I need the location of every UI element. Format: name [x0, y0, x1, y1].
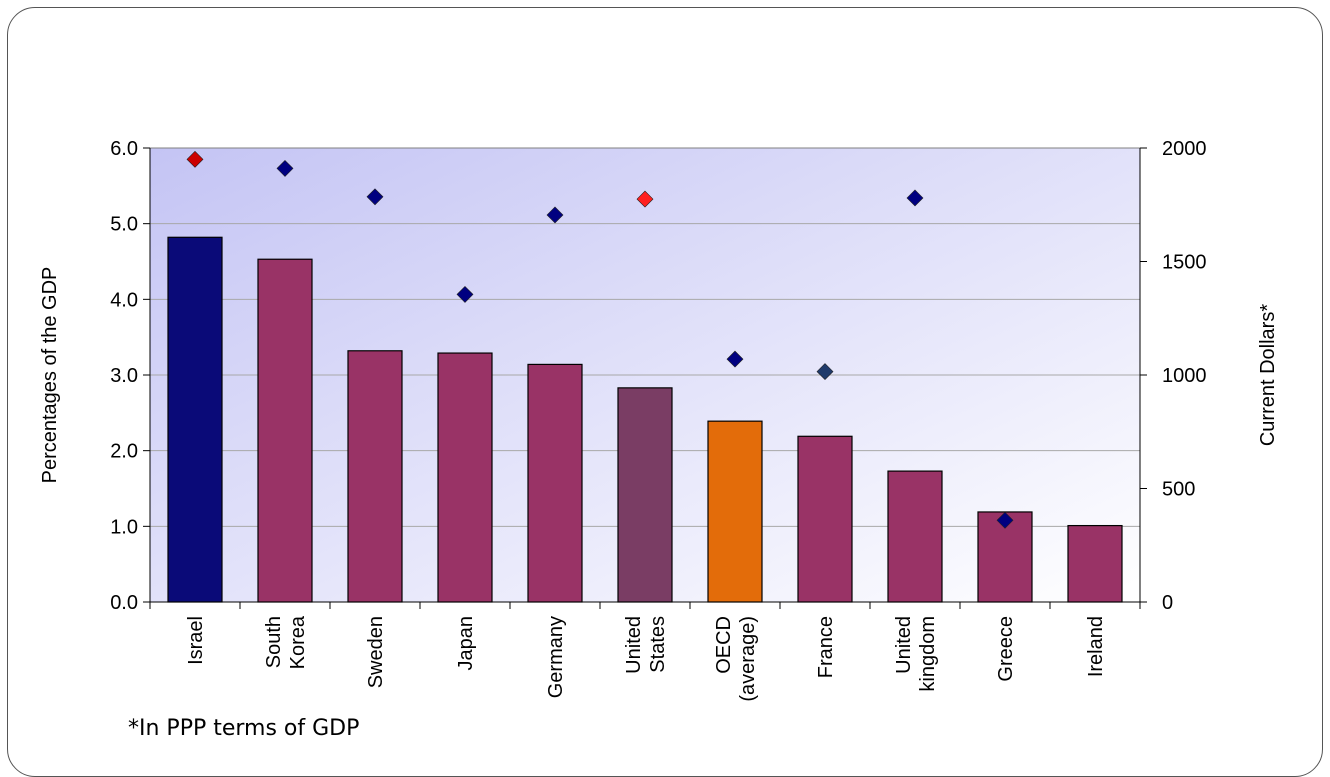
footnote: *In PPP terms of GDP — [128, 716, 360, 741]
category-label: Korea — [287, 615, 309, 669]
marker — [276, 160, 294, 177]
category-label: Greece — [995, 616, 1017, 682]
category-label: Japan — [455, 616, 477, 671]
category-label: United — [623, 616, 645, 674]
left-tick-label: 2.0 — [110, 441, 138, 463]
right-tick-label: 2000 — [1162, 138, 1207, 160]
marker — [636, 190, 654, 208]
right-tick-label: 1500 — [1162, 252, 1207, 274]
marker — [186, 150, 204, 168]
bar — [1067, 524, 1123, 603]
category-label: United — [893, 616, 915, 674]
left-tick-label: 1.0 — [110, 516, 138, 538]
bar — [617, 387, 673, 603]
bar — [527, 363, 583, 603]
left-tick-label: 4.0 — [110, 289, 138, 311]
left-tick-label: 0.0 — [110, 592, 138, 614]
bar — [167, 236, 223, 603]
category-label: South — [263, 616, 285, 668]
bar — [887, 470, 943, 603]
bar — [347, 350, 403, 603]
category-label: (average) — [737, 616, 759, 702]
right-tick-label: 1000 — [1162, 365, 1207, 387]
category-label: Germany — [545, 616, 567, 698]
y2-axis-title: Current Dollars* — [1257, 304, 1279, 446]
marker — [366, 188, 384, 206]
bar — [707, 420, 763, 603]
marker — [996, 511, 1014, 529]
category-label: OECD — [713, 616, 735, 674]
y-axis-title: Percentages of the GDP — [39, 267, 61, 484]
category-label: Sweden — [365, 616, 387, 688]
markers — [186, 150, 1014, 529]
axes — [143, 147, 1147, 609]
category-label: Israel — [185, 616, 207, 665]
bar — [257, 258, 313, 603]
tick-labels: 0.0 1.0 2.0 3.0 4.0 5.0 6.0 0 500 1000 1500 2000 Isr… — [39, 138, 1279, 702]
bar — [797, 435, 853, 603]
category-label: States — [647, 616, 669, 673]
marker — [546, 206, 564, 224]
marker — [726, 350, 744, 368]
left-tick-label: 6.0 — [110, 138, 138, 160]
marker — [906, 189, 924, 207]
right-tick-label: 0 — [1162, 592, 1173, 614]
bar — [437, 352, 493, 603]
right-tick-label: 500 — [1162, 479, 1195, 501]
marker — [456, 285, 474, 303]
category-label: France — [815, 616, 837, 678]
left-tick-label: 3.0 — [110, 365, 138, 387]
marker — [816, 363, 834, 381]
bars — [167, 236, 1123, 603]
left-tick-label: 5.0 — [110, 214, 138, 236]
category-label: kingdom — [917, 616, 939, 692]
category-label: Ireland — [1085, 616, 1107, 677]
